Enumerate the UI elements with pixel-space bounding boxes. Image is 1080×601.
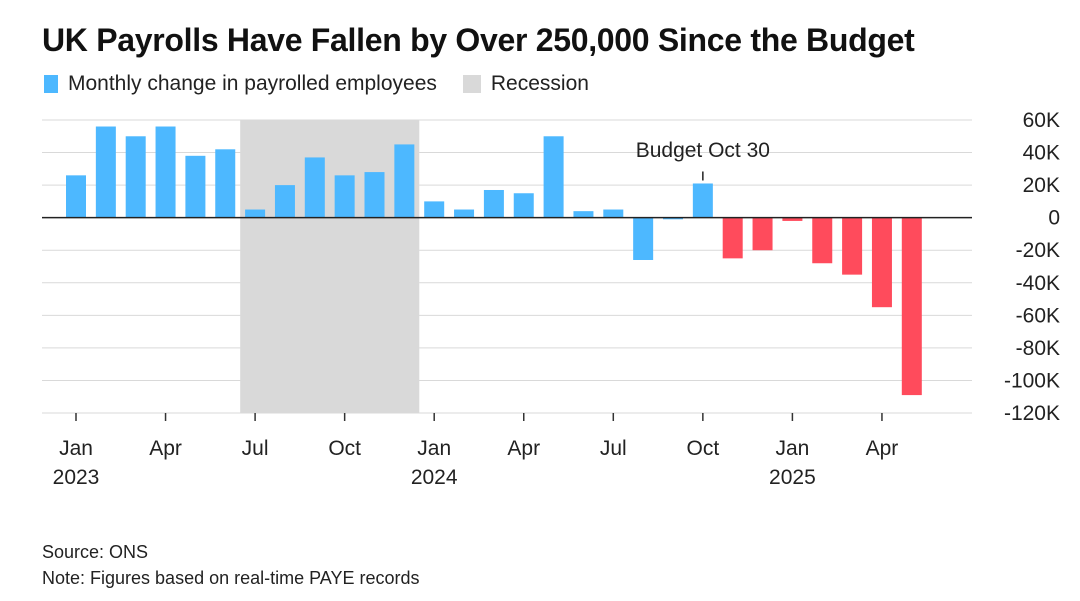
bar	[155, 126, 176, 218]
bar	[573, 211, 594, 218]
x-tick-label: Jan	[59, 437, 93, 460]
x-tick-year-label: 2024	[411, 466, 458, 489]
legend: Monthly change in payrolled employees Re…	[44, 72, 615, 96]
bar	[812, 217, 833, 264]
y-tick-label: 60K	[1023, 109, 1060, 132]
y-tick-label: -80K	[1016, 337, 1060, 360]
bar	[245, 209, 266, 218]
x-tick-label: Jul	[600, 437, 627, 460]
legend-swatch-recession	[462, 75, 481, 93]
bar	[603, 209, 624, 218]
legend-label-payrolls: Monthly change in payrolled employees	[68, 72, 437, 95]
footnote: Note: Figures based on real-time PAYE re…	[42, 568, 420, 588]
x-tick-label: Jul	[242, 437, 269, 460]
bar	[633, 217, 654, 260]
chart-title: UK Payrolls Have Fallen by Over 250,000 …	[42, 22, 915, 58]
bar	[215, 149, 236, 218]
bar	[483, 189, 504, 218]
x-tick-label: Oct	[328, 437, 361, 460]
legend-label-recession: Recession	[490, 72, 589, 95]
annotation-label: Budget Oct 30	[636, 139, 770, 162]
legend-item-recession: Recession	[462, 72, 589, 96]
x-tick-year-label: 2025	[769, 466, 816, 489]
bar	[95, 126, 116, 218]
y-tick-label: -20K	[1016, 239, 1060, 262]
bar	[543, 136, 564, 218]
y-tick-label: 40K	[1023, 142, 1060, 165]
bar	[663, 217, 683, 220]
legend-swatch-payrolls	[44, 75, 58, 93]
recession-band	[240, 120, 420, 413]
y-tick-label: 20K	[1023, 174, 1060, 197]
bar	[513, 193, 534, 218]
bar	[66, 175, 86, 218]
bar	[901, 217, 922, 396]
y-tick-label: 0	[1048, 207, 1060, 230]
x-tick-label: Oct	[687, 437, 720, 460]
y-tick-label: -120K	[1004, 402, 1060, 425]
x-tick-label: Jan	[775, 437, 809, 460]
bar	[185, 155, 206, 218]
bar	[722, 217, 743, 259]
bar	[394, 144, 415, 218]
y-tick-label: -60K	[1016, 304, 1060, 327]
x-tick-label: Jan	[417, 437, 451, 460]
bar	[782, 217, 803, 221]
bar	[842, 217, 863, 275]
bar	[334, 175, 355, 218]
bar	[304, 157, 325, 218]
bar	[274, 185, 295, 218]
y-tick-label: -40K	[1016, 272, 1060, 295]
x-tick-year-label: 2023	[53, 466, 100, 489]
source-note: Source: ONS	[42, 542, 149, 562]
x-tick-label: Apr	[866, 437, 899, 460]
bar	[424, 201, 445, 218]
bar	[125, 136, 146, 218]
bar	[752, 217, 773, 251]
bar	[871, 217, 892, 308]
bar	[692, 183, 713, 218]
x-tick-label: Apr	[149, 437, 182, 460]
bar	[364, 172, 385, 218]
x-tick-label: Apr	[507, 437, 540, 460]
bar	[454, 209, 475, 218]
y-tick-label: -100K	[1004, 369, 1060, 392]
legend-item-payrolls: Monthly change in payrolled employees	[44, 72, 437, 96]
